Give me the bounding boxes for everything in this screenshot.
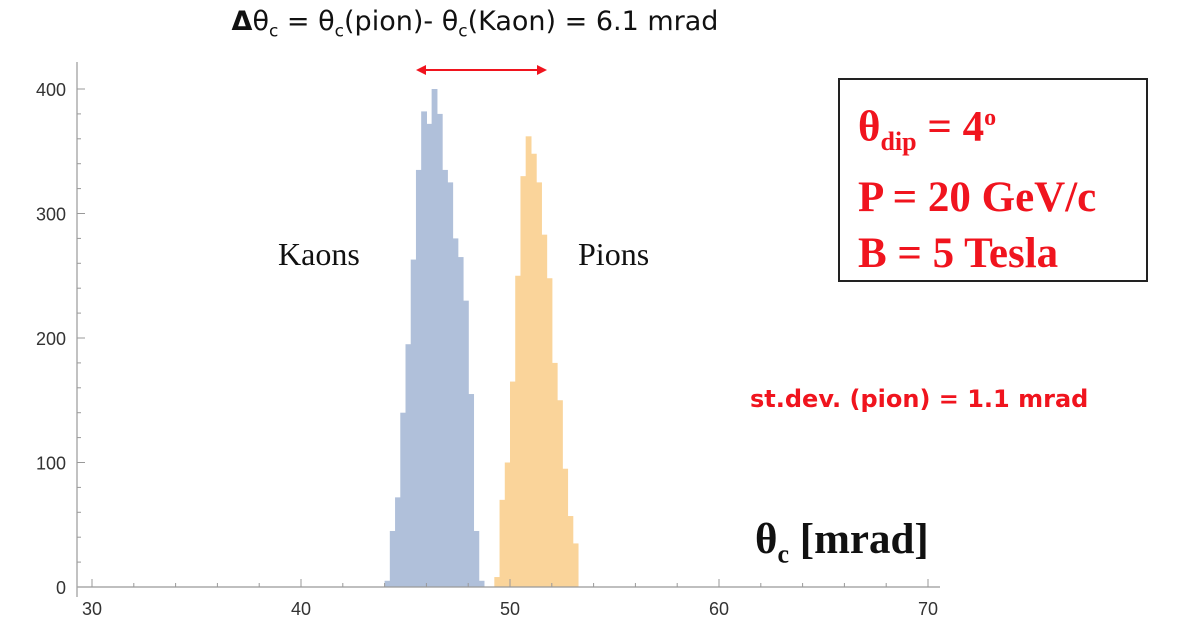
- pion-bar-11: [551, 362, 558, 587]
- title-theta-2: θ: [318, 6, 335, 37]
- bars-layer: [384, 89, 579, 588]
- kaon-bar-10: [436, 113, 443, 588]
- pion-bar-8: [536, 182, 542, 587]
- x-tick-label: 60: [709, 599, 729, 619]
- param-dip-angle: θdip = 4o: [858, 90, 1146, 170]
- pion-bar-4: [515, 275, 522, 587]
- param-momentum: P = 20 GeV/c: [858, 173, 1097, 221]
- kaon-bar-7: [421, 111, 427, 587]
- pion-bar-5: [520, 176, 527, 587]
- kaon-bar-18: [478, 580, 485, 587]
- pion-bar-15: [572, 543, 579, 587]
- pion-bar-2: [504, 462, 511, 587]
- pion-bar-3: [510, 381, 516, 587]
- title-kaon: (Kaon) = 6.1 mrad: [467, 6, 719, 37]
- kaon-bar-3: [400, 412, 407, 587]
- y-tick-label: 300: [36, 205, 66, 225]
- kaon-bar-11: [442, 169, 448, 588]
- x-axis-label: θc [mrad]: [755, 515, 929, 570]
- title-equals: =: [278, 6, 319, 37]
- kaon-bar-6: [415, 169, 422, 588]
- kaon-bar-0: [384, 580, 391, 587]
- x-tick-label: 70: [918, 599, 938, 619]
- kaon-bar-13: [452, 238, 459, 587]
- xlabel-theta: θ: [755, 516, 778, 563]
- pion-bar-12: [557, 400, 563, 587]
- title-delta: Δ: [231, 6, 253, 37]
- kaon-bar-14: [457, 257, 464, 587]
- kaon-bar-8: [426, 123, 433, 588]
- kaons-label: Kaons: [278, 236, 360, 272]
- pion-bar-13: [562, 468, 569, 587]
- title-theta-1: θ: [252, 6, 269, 37]
- kaon-bar-4: [405, 344, 412, 587]
- kaon-bar-12: [447, 182, 454, 587]
- title-sub-2: c: [334, 21, 345, 42]
- param-theta: θ: [858, 103, 881, 151]
- title-sub-1: c: [268, 21, 279, 42]
- pion-bar-7: [530, 153, 537, 588]
- y-tick-label: 400: [36, 80, 66, 100]
- x-tick-label: 30: [82, 599, 102, 619]
- pion-bar-1: [499, 499, 506, 587]
- kaon-bar-9: [431, 89, 438, 587]
- kaon-bar-16: [468, 394, 475, 587]
- title-sub-3: c: [458, 21, 468, 42]
- kaon-bar-2: [395, 497, 401, 587]
- stdev-annotation: st.dev. (pion) = 1.1 mrad: [750, 385, 1089, 413]
- x-tick-label: 40: [291, 599, 311, 619]
- kaon-bar-15: [462, 300, 469, 587]
- kaon-bar-1: [389, 530, 396, 587]
- parameters-box: θdip = 4o P = 20 GeV/c B = 5 Tesla: [838, 78, 1148, 282]
- param-dip-sub: dip: [880, 126, 917, 156]
- pion-bar-10: [546, 278, 553, 587]
- param-degree: o: [984, 105, 997, 131]
- x-tick-label: 50: [500, 599, 520, 619]
- y-tick-label: 100: [36, 454, 66, 474]
- pion-bar-14: [567, 516, 574, 587]
- pions-label: Pions: [578, 236, 650, 272]
- title-theta-3: θ: [441, 6, 459, 37]
- y-tick-label: 200: [36, 329, 66, 349]
- chart-title: Δθc = θc(pion)- θc(Kaon) = 6.1 mrad: [0, 6, 950, 41]
- pion-bar-9: [541, 234, 548, 588]
- xlabel-sub: c: [777, 539, 789, 569]
- pion-bar-0: [494, 577, 501, 587]
- kaon-bar-5: [410, 259, 417, 587]
- param-field: B = 5 Tesla: [858, 229, 1059, 277]
- pion-bar-6: [525, 136, 532, 587]
- axes: 30 40 50 60 70 0 100 200 300 400: [36, 62, 940, 619]
- y-tick-label: 0: [56, 578, 66, 598]
- param-dip-value: = 4: [916, 103, 985, 151]
- xlabel-unit: [mrad]: [789, 516, 929, 563]
- kaon-bar-17: [473, 530, 480, 587]
- title-pion: (pion)-: [344, 6, 442, 37]
